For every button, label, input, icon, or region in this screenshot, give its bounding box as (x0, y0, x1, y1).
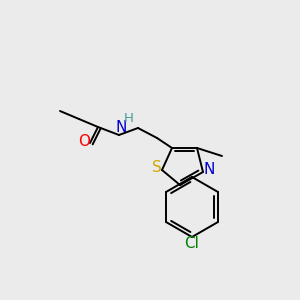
Text: Cl: Cl (184, 236, 200, 251)
Text: H: H (124, 112, 134, 125)
Text: O: O (78, 134, 90, 149)
Text: N: N (203, 163, 215, 178)
Text: S: S (152, 160, 162, 175)
Text: N: N (115, 119, 127, 134)
